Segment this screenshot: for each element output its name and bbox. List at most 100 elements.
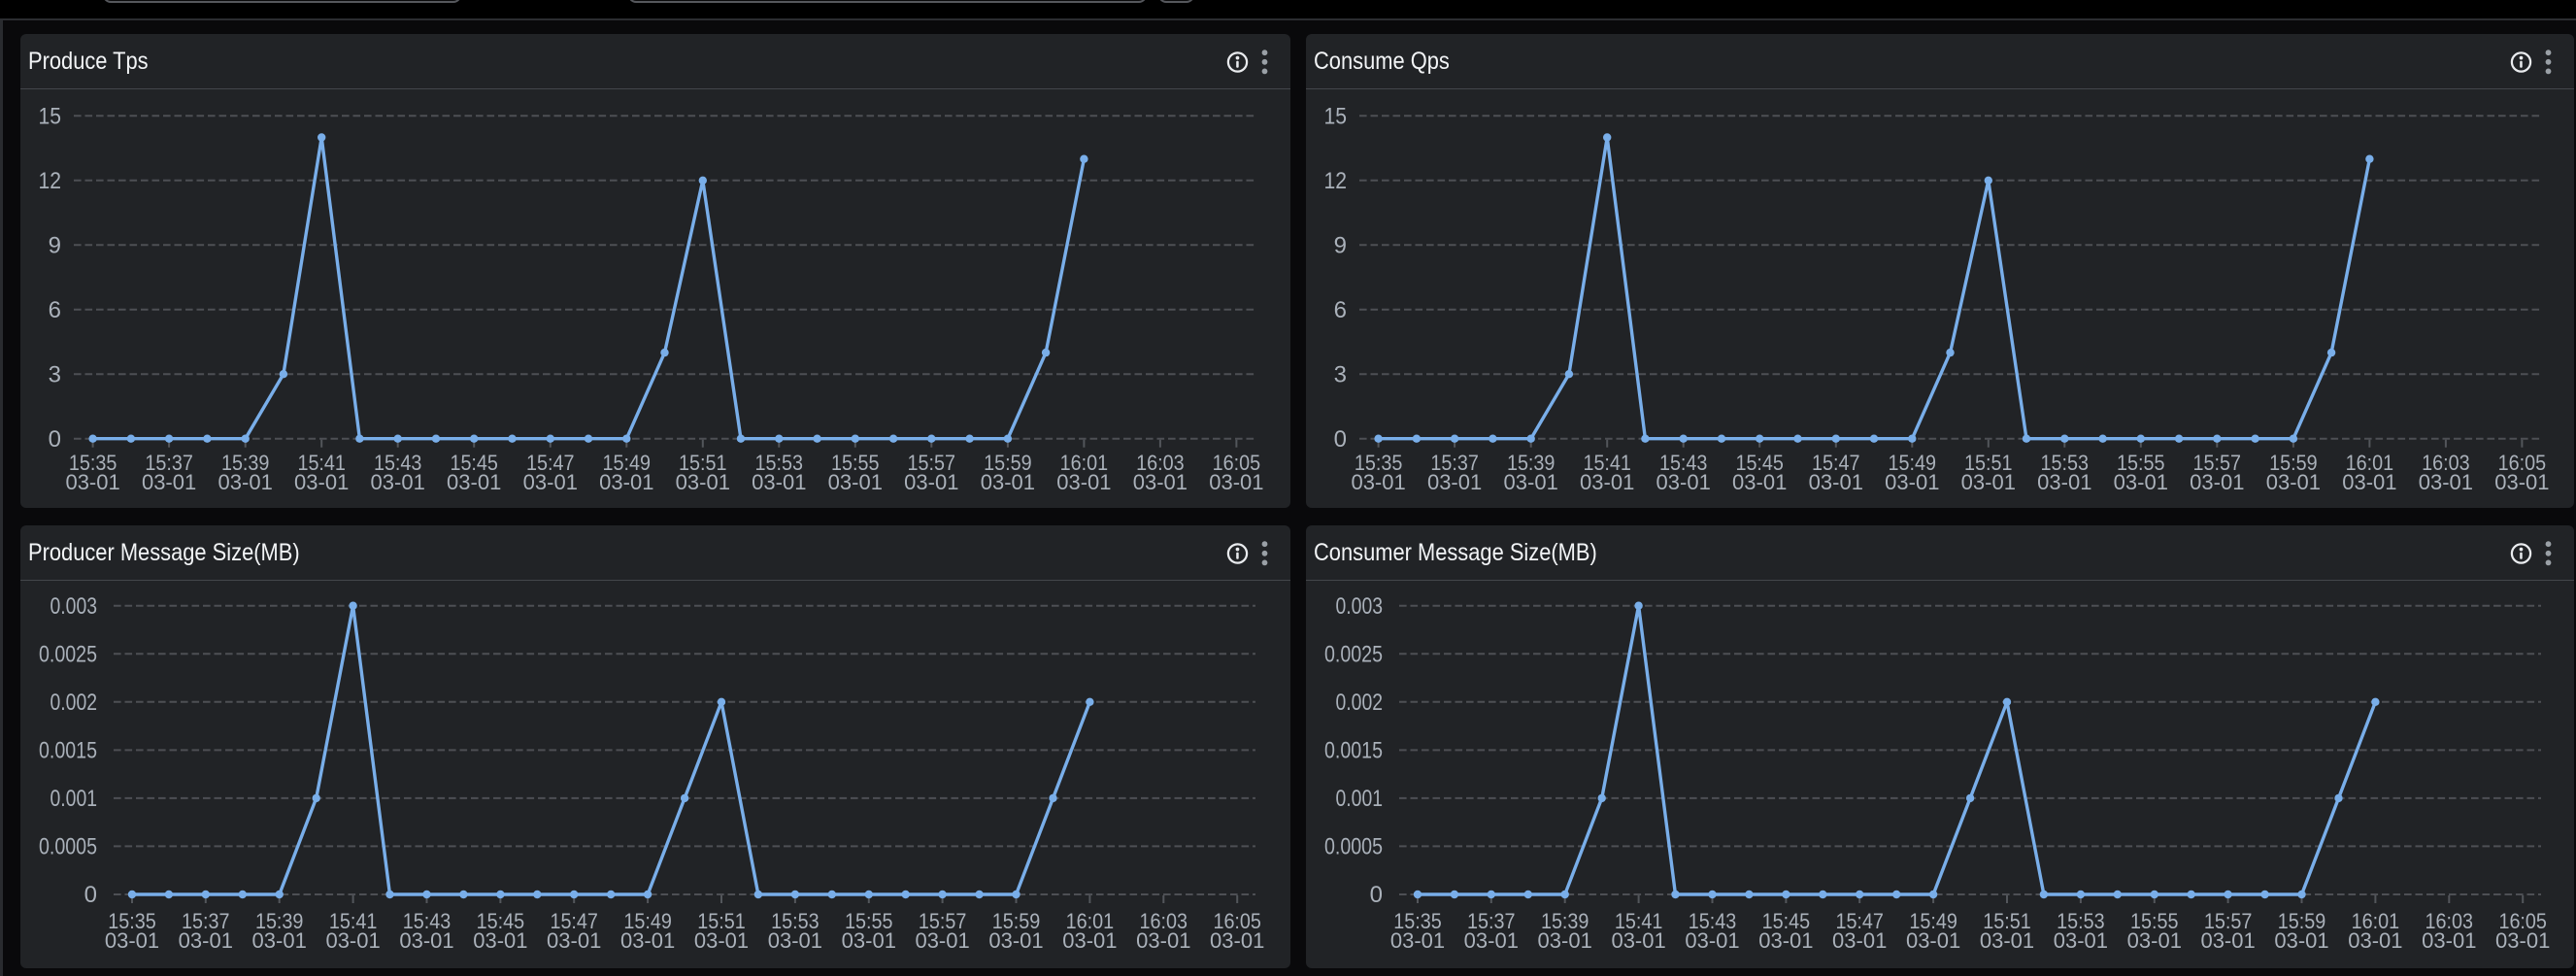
svg-text:03-01: 03-01	[1210, 928, 1264, 953]
svg-text:15:57: 15:57	[2193, 451, 2242, 475]
svg-text:03-01: 03-01	[842, 928, 896, 953]
svg-text:15:39: 15:39	[1507, 451, 1556, 475]
svg-text:03-01: 03-01	[1656, 470, 1711, 494]
svg-text:03-01: 03-01	[1351, 470, 1405, 494]
svg-text:15:55: 15:55	[2117, 451, 2165, 475]
svg-text:15:39: 15:39	[221, 451, 270, 475]
svg-text:03-01: 03-01	[981, 470, 1035, 494]
svg-text:12: 12	[39, 168, 62, 194]
svg-text:6: 6	[1334, 297, 1347, 323]
svg-text:15:41: 15:41	[329, 909, 378, 933]
svg-text:0.001: 0.001	[50, 786, 98, 812]
svg-text:15:47: 15:47	[526, 451, 575, 475]
svg-text:03-01: 03-01	[142, 470, 196, 494]
svg-text:15:37: 15:37	[145, 451, 193, 475]
svg-text:0.002: 0.002	[1336, 690, 1384, 716]
svg-text:03-01: 03-01	[2419, 470, 2473, 494]
svg-text:15:37: 15:37	[182, 909, 230, 933]
svg-text:15:35: 15:35	[1393, 909, 1442, 933]
svg-text:16:01: 16:01	[1060, 451, 1109, 475]
svg-text:15:59: 15:59	[992, 909, 1041, 933]
svg-text:16:03: 16:03	[1140, 909, 1188, 933]
svg-text:03-01: 03-01	[1961, 470, 2016, 494]
svg-text:03-01: 03-01	[1464, 928, 1519, 953]
svg-text:03-01: 03-01	[1136, 928, 1190, 953]
svg-text:15:35: 15:35	[108, 909, 156, 933]
svg-text:16:05: 16:05	[2498, 451, 2547, 475]
svg-text:15:55: 15:55	[2130, 909, 2179, 933]
svg-text:03-01: 03-01	[752, 470, 806, 494]
svg-text:15:43: 15:43	[1659, 451, 1708, 475]
svg-text:15:49: 15:49	[1889, 451, 1937, 475]
svg-text:03-01: 03-01	[2037, 470, 2091, 494]
svg-text:03-01: 03-01	[2266, 470, 2321, 494]
svg-text:15:57: 15:57	[919, 909, 967, 933]
svg-text:03-01: 03-01	[1732, 470, 1787, 494]
svg-text:03-01: 03-01	[2114, 470, 2168, 494]
svg-text:0.0015: 0.0015	[39, 738, 97, 764]
svg-text:0.0025: 0.0025	[1324, 641, 1383, 667]
svg-text:15:41: 15:41	[1615, 909, 1663, 933]
svg-text:03-01: 03-01	[1056, 470, 1111, 494]
svg-text:15:45: 15:45	[450, 451, 498, 475]
svg-text:03-01: 03-01	[179, 928, 233, 953]
svg-text:15:43: 15:43	[403, 909, 452, 933]
svg-text:0.0005: 0.0005	[1324, 834, 1383, 860]
svg-text:15:45: 15:45	[1762, 909, 1811, 933]
svg-text:03-01: 03-01	[694, 928, 749, 953]
svg-text:0: 0	[1334, 426, 1347, 453]
svg-text:15:45: 15:45	[1735, 451, 1784, 475]
svg-text:15:59: 15:59	[984, 451, 1032, 475]
svg-text:03-01: 03-01	[523, 470, 578, 494]
svg-text:15:47: 15:47	[1835, 909, 1884, 933]
svg-text:03-01: 03-01	[2190, 470, 2244, 494]
svg-text:15:47: 15:47	[550, 909, 598, 933]
svg-text:03-01: 03-01	[2494, 470, 2549, 494]
svg-text:03-01: 03-01	[2422, 928, 2476, 953]
svg-text:15:41: 15:41	[297, 451, 346, 475]
svg-text:16:01: 16:01	[1066, 909, 1115, 933]
svg-text:15:59: 15:59	[2278, 909, 2326, 933]
svg-text:03-01: 03-01	[447, 470, 501, 494]
svg-text:15:35: 15:35	[1355, 451, 1403, 475]
svg-text:03-01: 03-01	[2054, 928, 2108, 953]
svg-text:0: 0	[49, 426, 61, 453]
svg-text:15:37: 15:37	[1430, 451, 1479, 475]
svg-text:3: 3	[49, 361, 61, 387]
svg-text:16:01: 16:01	[2352, 909, 2400, 933]
svg-text:03-01: 03-01	[599, 470, 653, 494]
svg-text:03-01: 03-01	[371, 470, 425, 494]
svg-text:03-01: 03-01	[620, 928, 675, 953]
svg-text:03-01: 03-01	[2200, 928, 2255, 953]
svg-text:15:45: 15:45	[477, 909, 525, 933]
svg-text:03-01: 03-01	[828, 470, 883, 494]
svg-text:15:49: 15:49	[623, 909, 672, 933]
svg-text:15:43: 15:43	[1689, 909, 1737, 933]
svg-text:03-01: 03-01	[105, 928, 159, 953]
svg-text:15:53: 15:53	[2041, 451, 2090, 475]
svg-text:03-01: 03-01	[2274, 928, 2328, 953]
svg-text:16:03: 16:03	[2425, 909, 2474, 933]
svg-text:03-01: 03-01	[294, 470, 349, 494]
svg-text:03-01: 03-01	[1538, 928, 1592, 953]
svg-text:15:51: 15:51	[679, 451, 727, 475]
svg-text:0.001: 0.001	[1336, 786, 1384, 812]
svg-text:15:51: 15:51	[1964, 451, 2013, 475]
svg-text:0.0015: 0.0015	[1324, 738, 1383, 764]
svg-text:15:57: 15:57	[908, 451, 956, 475]
svg-text:0.0025: 0.0025	[39, 641, 97, 667]
svg-text:6: 6	[49, 297, 61, 323]
svg-text:9: 9	[1334, 233, 1347, 259]
svg-text:15:59: 15:59	[2269, 451, 2318, 475]
svg-text:0: 0	[84, 882, 97, 908]
svg-text:03-01: 03-01	[1427, 470, 1482, 494]
svg-text:03-01: 03-01	[1390, 928, 1445, 953]
svg-text:3: 3	[1334, 361, 1347, 387]
svg-text:03-01: 03-01	[1580, 470, 1634, 494]
svg-text:03-01: 03-01	[988, 928, 1043, 953]
svg-text:15:53: 15:53	[2057, 909, 2105, 933]
svg-text:03-01: 03-01	[1832, 928, 1887, 953]
svg-text:15:53: 15:53	[755, 451, 804, 475]
svg-text:03-01: 03-01	[473, 928, 527, 953]
svg-text:15:53: 15:53	[771, 909, 820, 933]
